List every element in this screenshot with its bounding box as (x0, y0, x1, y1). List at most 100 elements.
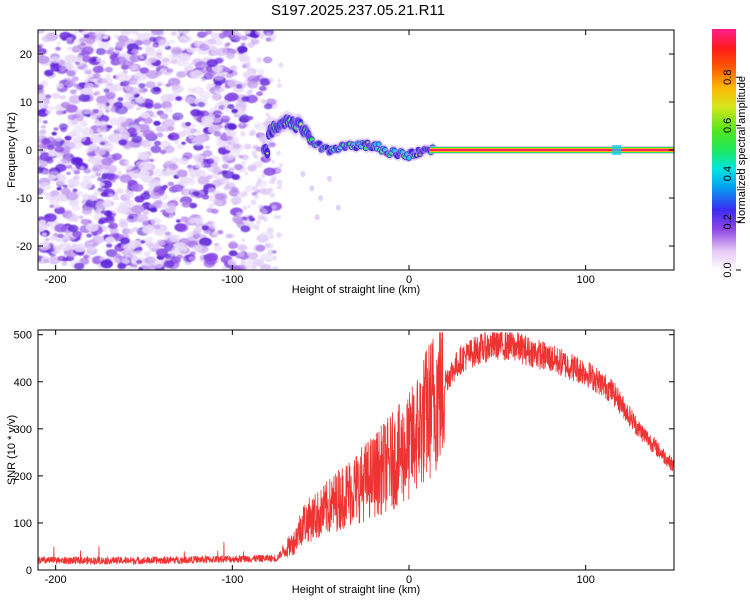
speckle-dot (105, 236, 115, 244)
speckle-dot (135, 242, 142, 247)
speckle-dot (242, 190, 248, 197)
speckle-dot (256, 91, 263, 96)
speckle-dot (38, 219, 46, 225)
speckle-dot (44, 69, 54, 77)
spectrogram-xlabel: Height of straight line (km) (292, 284, 420, 296)
speckle-dot (248, 215, 254, 219)
speckle-dot (145, 81, 156, 89)
speckle-dot (118, 262, 127, 269)
speckle-dot (68, 179, 79, 187)
speckle-dot (247, 116, 254, 121)
speckle-dot (202, 32, 208, 37)
speckle-dot (144, 102, 154, 109)
spectrogram-ytick-label: 20 (20, 49, 32, 61)
speckle-dot (276, 83, 282, 89)
speckle-dot (153, 140, 162, 146)
speckle-dot (178, 52, 191, 62)
speckle-dot (122, 249, 133, 257)
speckle-dot (143, 117, 153, 124)
speckle-dot (208, 38, 217, 45)
speckle-dot (55, 46, 61, 51)
speckle-dot (160, 209, 166, 214)
speckle-dot (61, 156, 72, 164)
speckle-dot (64, 135, 72, 141)
speckle-dot (259, 78, 271, 86)
snr-ytick-label: 500 (14, 330, 32, 342)
speckle-dot (70, 156, 84, 166)
speckle-dot (244, 171, 249, 176)
speckle-dot (133, 168, 141, 174)
speckle-dot (78, 215, 84, 220)
speckle-dot (273, 214, 278, 219)
speckle-dot (49, 204, 55, 208)
speckle-dot (240, 122, 244, 126)
speckle-dot (262, 56, 273, 64)
speckle-dot (102, 35, 109, 40)
speckle-dot (121, 258, 130, 265)
speckle-dot (229, 65, 238, 71)
speckle-dot (241, 161, 247, 165)
speckle-dot (115, 105, 128, 115)
speckle-dot (169, 39, 175, 44)
spectrogram-xtick-label: -200 (45, 274, 67, 286)
speckle-dot (269, 234, 274, 239)
speckle-dot (117, 97, 124, 102)
speckle-dot (176, 144, 184, 150)
speckle-dot (124, 164, 134, 171)
speckle-dot (150, 192, 160, 200)
speckle-dot (162, 57, 170, 63)
speckle-dot (221, 163, 229, 169)
speckle-dot (85, 222, 99, 232)
speckle-dot (149, 207, 158, 213)
speckle-dot (116, 205, 129, 215)
ridge-peak (309, 137, 314, 142)
snr-plot-area (38, 330, 674, 570)
speckle-dot (96, 95, 108, 104)
speckle-dot (264, 242, 271, 249)
ridge-peak (392, 148, 397, 153)
spectrogram-ytick-label: 10 (20, 97, 32, 109)
speckle-dot (258, 204, 264, 210)
speckle-dot (84, 148, 92, 154)
speckle-dot (230, 32, 243, 41)
speckle-dot (268, 77, 274, 83)
speckle-dot (104, 66, 113, 73)
speckle-dot (96, 102, 107, 109)
speckle-dot (210, 32, 221, 40)
speckle-dot (148, 249, 154, 253)
speckle-dot (101, 79, 108, 83)
speckle-dot (241, 107, 247, 113)
speckle-dot (149, 158, 155, 163)
speckle-dot (58, 123, 69, 130)
colorbar-tick-label: 0.6 (722, 118, 734, 133)
speckle-dot (194, 129, 202, 135)
speckle-dot (54, 206, 66, 215)
speckle-dot (39, 161, 49, 168)
speckle-dot (48, 242, 54, 246)
speckle-dot (105, 92, 116, 100)
spectrogram-xtick-label: 0 (406, 274, 412, 286)
speckle-dot (156, 81, 165, 87)
speckle-dot (207, 187, 216, 194)
speckle-dot (134, 195, 145, 203)
speckle-dot (207, 126, 218, 133)
snr-xtick-label: 100 (576, 574, 594, 586)
speckle-dot (66, 171, 71, 175)
speckle-dot (95, 172, 101, 177)
speckle-dot (217, 230, 224, 235)
speckle-dot (158, 39, 170, 48)
speckle-dot (181, 201, 191, 208)
speckle-dot (188, 256, 196, 261)
speckle-dot (156, 239, 166, 246)
speckle-dot (194, 61, 208, 70)
speckle-dot (249, 129, 256, 136)
speckle-dot (64, 152, 71, 157)
speckle-dot (199, 43, 210, 51)
speckle-dot (123, 245, 129, 249)
speckle-dot (245, 143, 251, 150)
speckle-dot (204, 256, 218, 266)
speckle-dot (63, 145, 71, 151)
speckle-dot (155, 48, 164, 55)
speckle-dot (152, 102, 162, 109)
speckle-dot (170, 59, 178, 64)
